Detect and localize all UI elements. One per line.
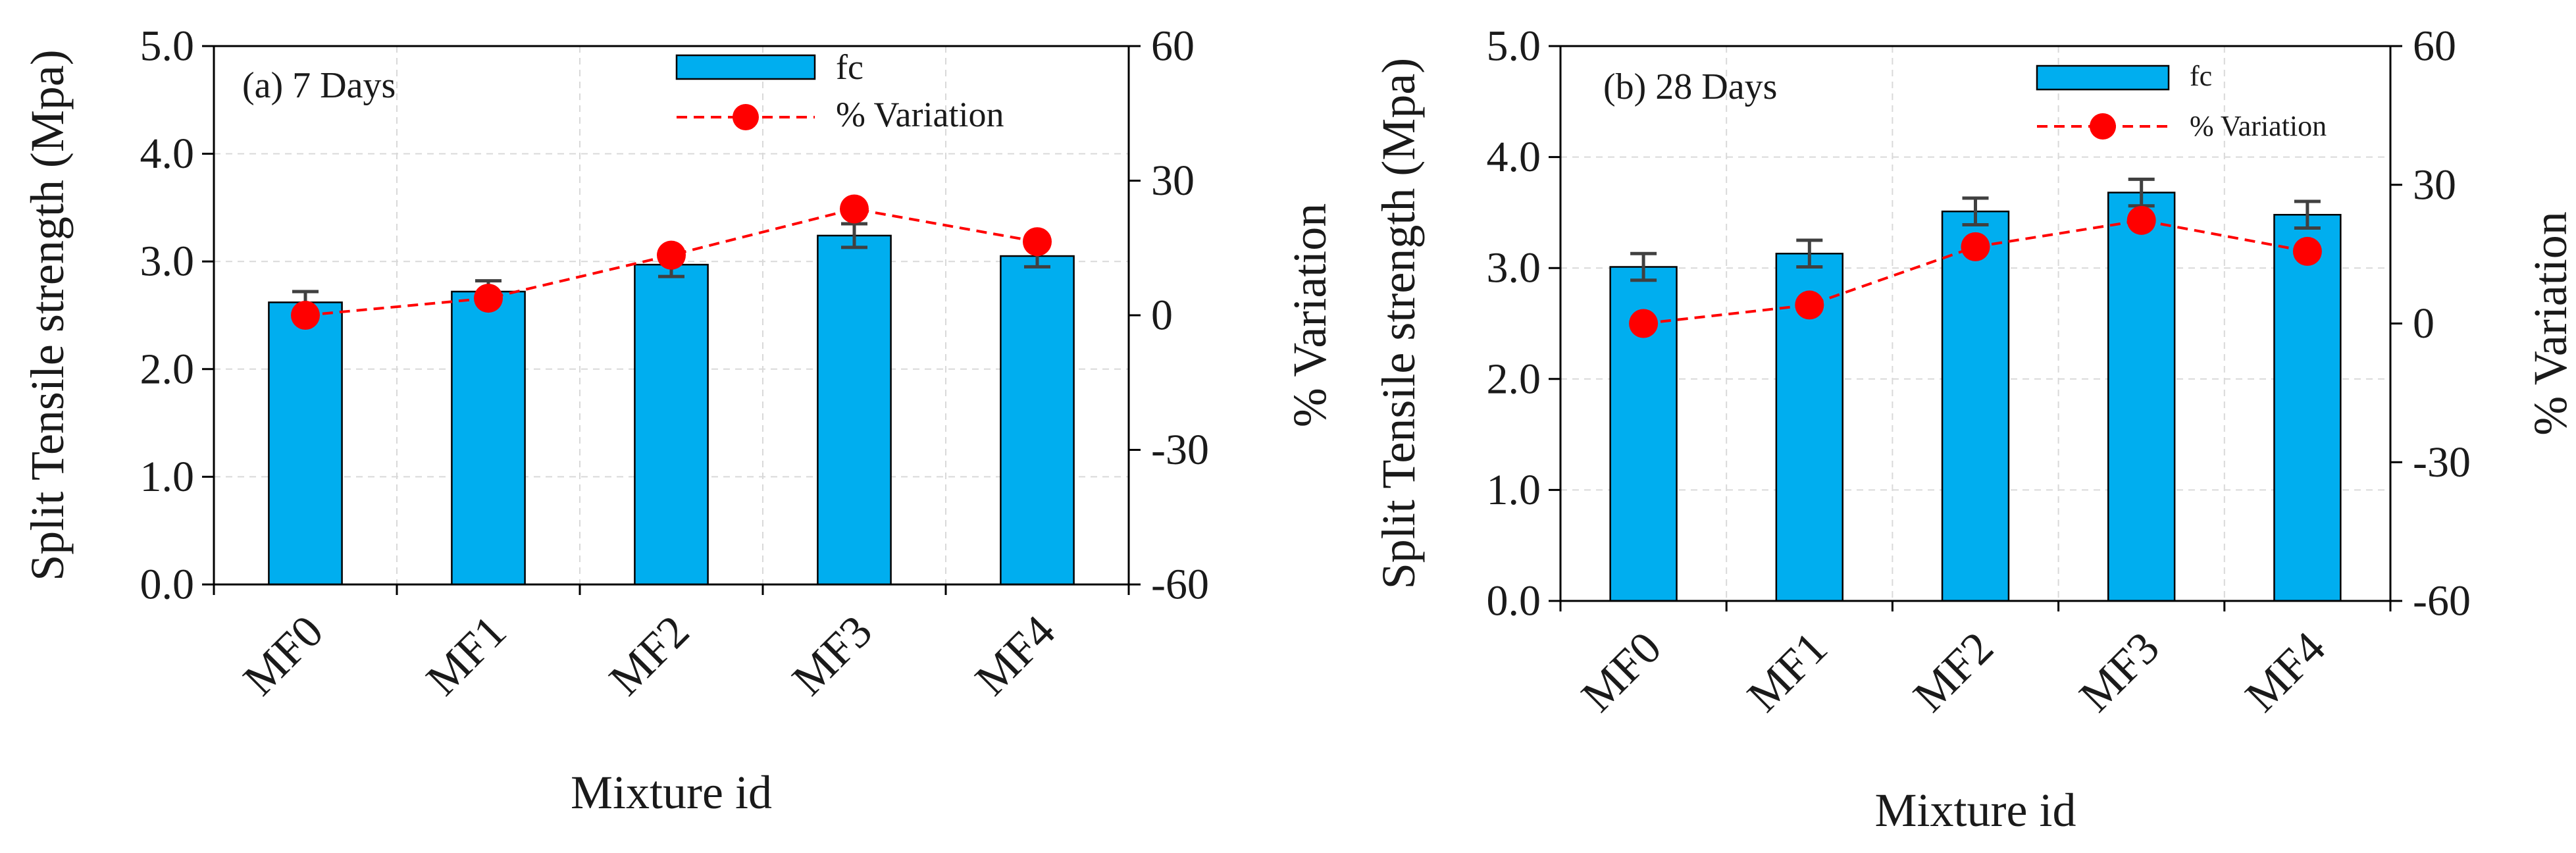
bar-MF4 [1000,255,1075,586]
legend: fc % Variation [2036,60,2327,142]
legend-bar-swatch [2036,65,2170,91]
error-bar-MF4 [2294,199,2321,230]
variation-point-MF0 [1629,309,1659,338]
x-tick-label-MF4: MF4 [2236,623,2335,722]
bar-MF2 [634,263,709,586]
y-tick-label: 0.0 [140,561,195,609]
chart-panel-1: 0.0 1.0 2.0 3.0 4.0 5.0 -60 -30 0 30 60 MF0 MF1 MF2 MF… [21,22,1336,819]
x-tick-label-MF1: MF1 [1738,623,1838,722]
variation-point-MF2 [657,240,686,270]
y-tick-label: 5.0 [1487,22,1541,70]
y-tick-label: 4.0 [140,130,195,178]
bar-MF3 [817,234,892,586]
y-tick-label: 4.0 [1487,133,1541,181]
y-tick-label: 3.0 [140,238,195,286]
y2-tick-label: 60 [1151,22,1195,70]
bar-MF1 [451,290,526,586]
bar-MF0 [268,301,343,586]
y2-tick-label: 30 [1151,157,1195,205]
y2-axis-label: % Variation [2524,211,2576,436]
x-tick-label-MF2: MF2 [600,606,699,706]
y-tick-label: 5.0 [140,22,195,70]
panel-label: (b) 28 Days [1603,66,1777,107]
x-tick-label-MF3: MF3 [783,606,882,706]
variation-point-MF1 [1795,290,1824,320]
variation-point-MF3 [840,194,869,224]
variation-line [305,207,1038,317]
y2-tick-label: -30 [1151,426,1209,474]
legend-bar-label: fc [2190,60,2212,92]
error-bar-MF2 [1962,196,1989,226]
error-bar-MF0 [1630,251,1657,282]
error-bar-MF1 [1796,238,1823,269]
x-tick-label-MF3: MF3 [2070,623,2169,722]
y-tick-label: 0.0 [1487,577,1541,625]
y-tick-label: 2.0 [1487,355,1541,403]
y-axis-label: Split Tensile strength (Mpa) [21,49,74,581]
x-axis-label: Mixture id [1875,784,2076,837]
legend-bar-label: fc [836,47,863,87]
variation-point-MF4 [2292,236,2322,266]
variation-point-MF4 [1023,227,1052,257]
error-bar-MF3 [841,222,867,249]
error-bar-MF3 [2128,177,2155,208]
bar-MF2 [1941,210,2010,602]
bar-MF4 [2273,214,2342,602]
y2-tick-label: 60 [2413,22,2456,70]
y-tick-label: 2.0 [140,345,195,393]
y2-tick-label: -60 [2413,577,2471,625]
y-tick-label: 1.0 [1487,466,1541,514]
legend-line-marker [733,104,759,130]
bar-MF3 [2107,192,2176,602]
y2-tick-label: 0 [1151,292,1173,340]
y-tick-label: 1.0 [140,453,195,501]
y-tick-label: 3.0 [1487,244,1541,292]
x-tick-label-MF0: MF0 [1572,623,1672,722]
y2-tick-label: 0 [2413,299,2434,348]
x-tick-label-MF1: MF1 [417,606,516,706]
x-tick-label-MF4: MF4 [966,606,1065,706]
x-tick-label-MF2: MF2 [1904,623,2003,722]
legend: fc % Variation [675,47,1004,134]
legend-bar-swatch [675,54,816,80]
variation-point-MF2 [1961,232,1990,261]
legend-line-marker [2090,113,2116,140]
variation-point-MF0 [291,301,320,330]
variation-point-MF3 [2126,205,2156,235]
y2-axis-label: % Variation [1283,203,1336,428]
chart-panel-2: 0.0 1.0 2.0 3.0 4.0 5.0 -60 -30 0 30 60 MF0 MF1 MF2 MF… [1372,22,2576,837]
y-axis-label: Split Tensile strength (Mpa) [1372,58,1425,590]
legend-line-label: % Variation [836,95,1004,134]
y2-tick-label: -60 [1151,561,1209,609]
x-axis-label: Mixture id [571,766,772,819]
variation-point-MF1 [474,284,503,313]
legend-line-label: % Variation [2190,110,2327,142]
y2-tick-label: -30 [2413,438,2471,486]
panel-label: (a) 7 Days [242,65,396,106]
y2-tick-label: 30 [2413,161,2456,209]
x-tick-label-MF0: MF0 [234,606,333,706]
